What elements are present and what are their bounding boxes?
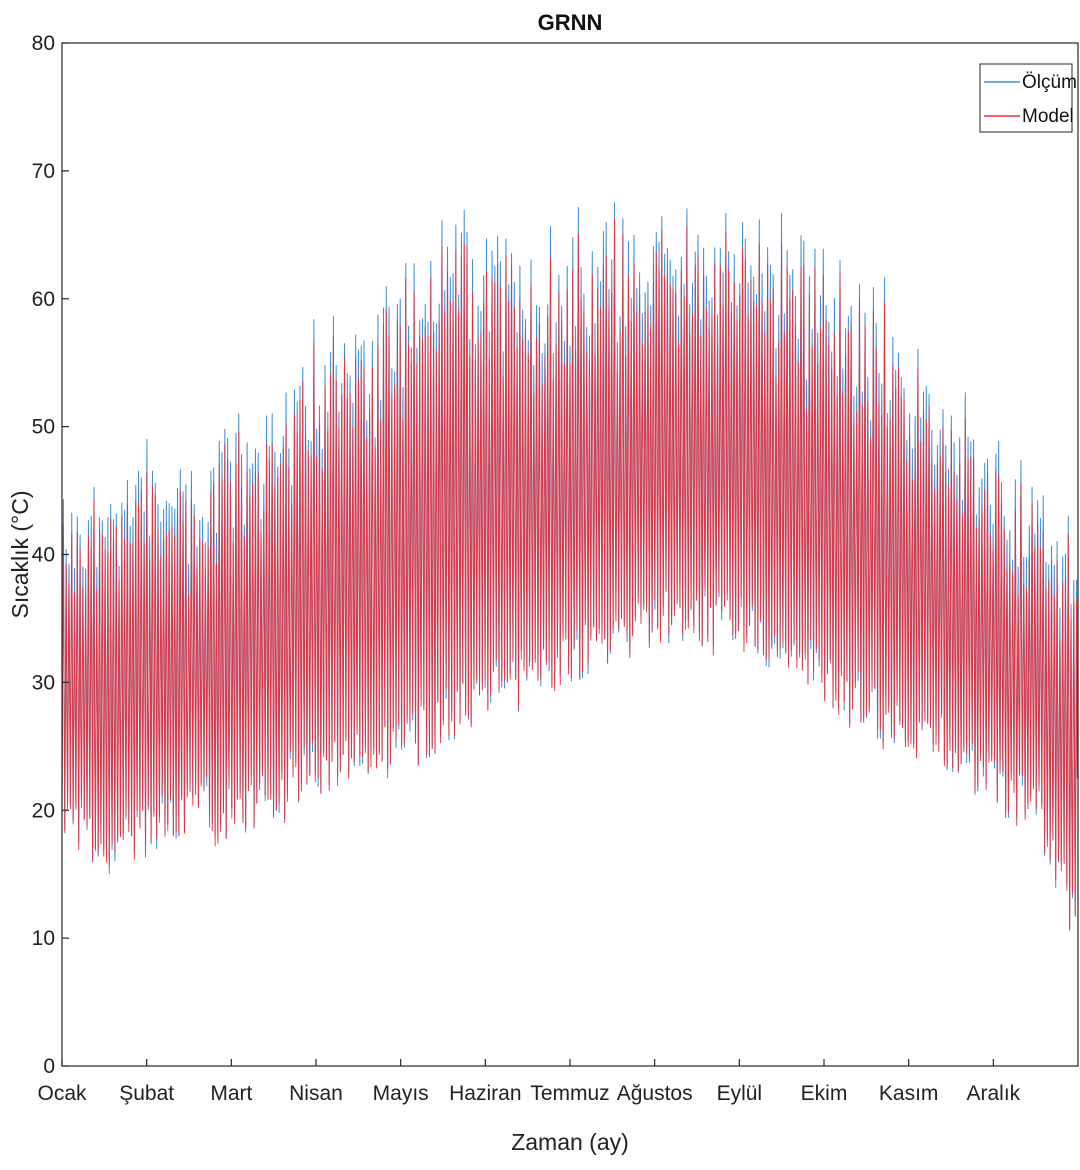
x-axis-title: Zaman (ay)	[511, 1129, 629, 1155]
x-tick-label: Mayıs	[373, 1082, 429, 1105]
y-tick-label: 30	[32, 671, 55, 694]
y-tick-label: 50	[32, 416, 55, 439]
legend-label-model: Model	[1022, 106, 1074, 127]
legend-label-olcum: Ölçüm	[1022, 72, 1077, 93]
chart-title: GRNN	[538, 10, 603, 35]
x-tick-label: Eylül	[717, 1082, 763, 1105]
y-tick-label: 20	[32, 799, 55, 822]
x-tick-label: Şubat	[119, 1082, 174, 1105]
x-tick-label: Mart	[210, 1082, 252, 1105]
x-tick-label: Haziran	[449, 1082, 521, 1105]
legend-box	[979, 63, 1073, 133]
x-axis: Ocak Şubat Mart Nisan Mayıs Haziran Temmuz Ağus…	[37, 1059, 1021, 1105]
plot-area: 0 10 20 30 40 50 60 70 80 Ocak Şubat Mart Nisan Mayı…	[32, 32, 1079, 1105]
y-axis: 0 10 20 30 40 50 60 70 80	[32, 32, 69, 1078]
x-tick-label: Nisan	[289, 1082, 343, 1105]
y-tick-label: 10	[32, 927, 55, 950]
y-tick-label: 70	[32, 160, 55, 183]
x-tick-label: Kasım	[879, 1082, 939, 1105]
x-tick-label: Ocak	[37, 1082, 87, 1105]
x-tick-label: Ağustos	[617, 1082, 693, 1105]
x-tick-label: Temmuz	[530, 1082, 609, 1105]
series-line-model	[61, 218, 1078, 931]
y-tick-label: 0	[43, 1055, 55, 1078]
y-tick-label: 80	[32, 32, 55, 55]
x-tick-label: Aralık	[966, 1082, 1020, 1105]
series-layer	[61, 202, 1078, 931]
y-tick-label: 40	[32, 544, 55, 567]
y-tick-label: 60	[32, 288, 55, 311]
legend: Ölçüm Model	[979, 63, 1077, 133]
y-axis-title: Sıcaklık (°C)	[7, 490, 33, 618]
x-tick-label: Ekim	[801, 1082, 848, 1105]
